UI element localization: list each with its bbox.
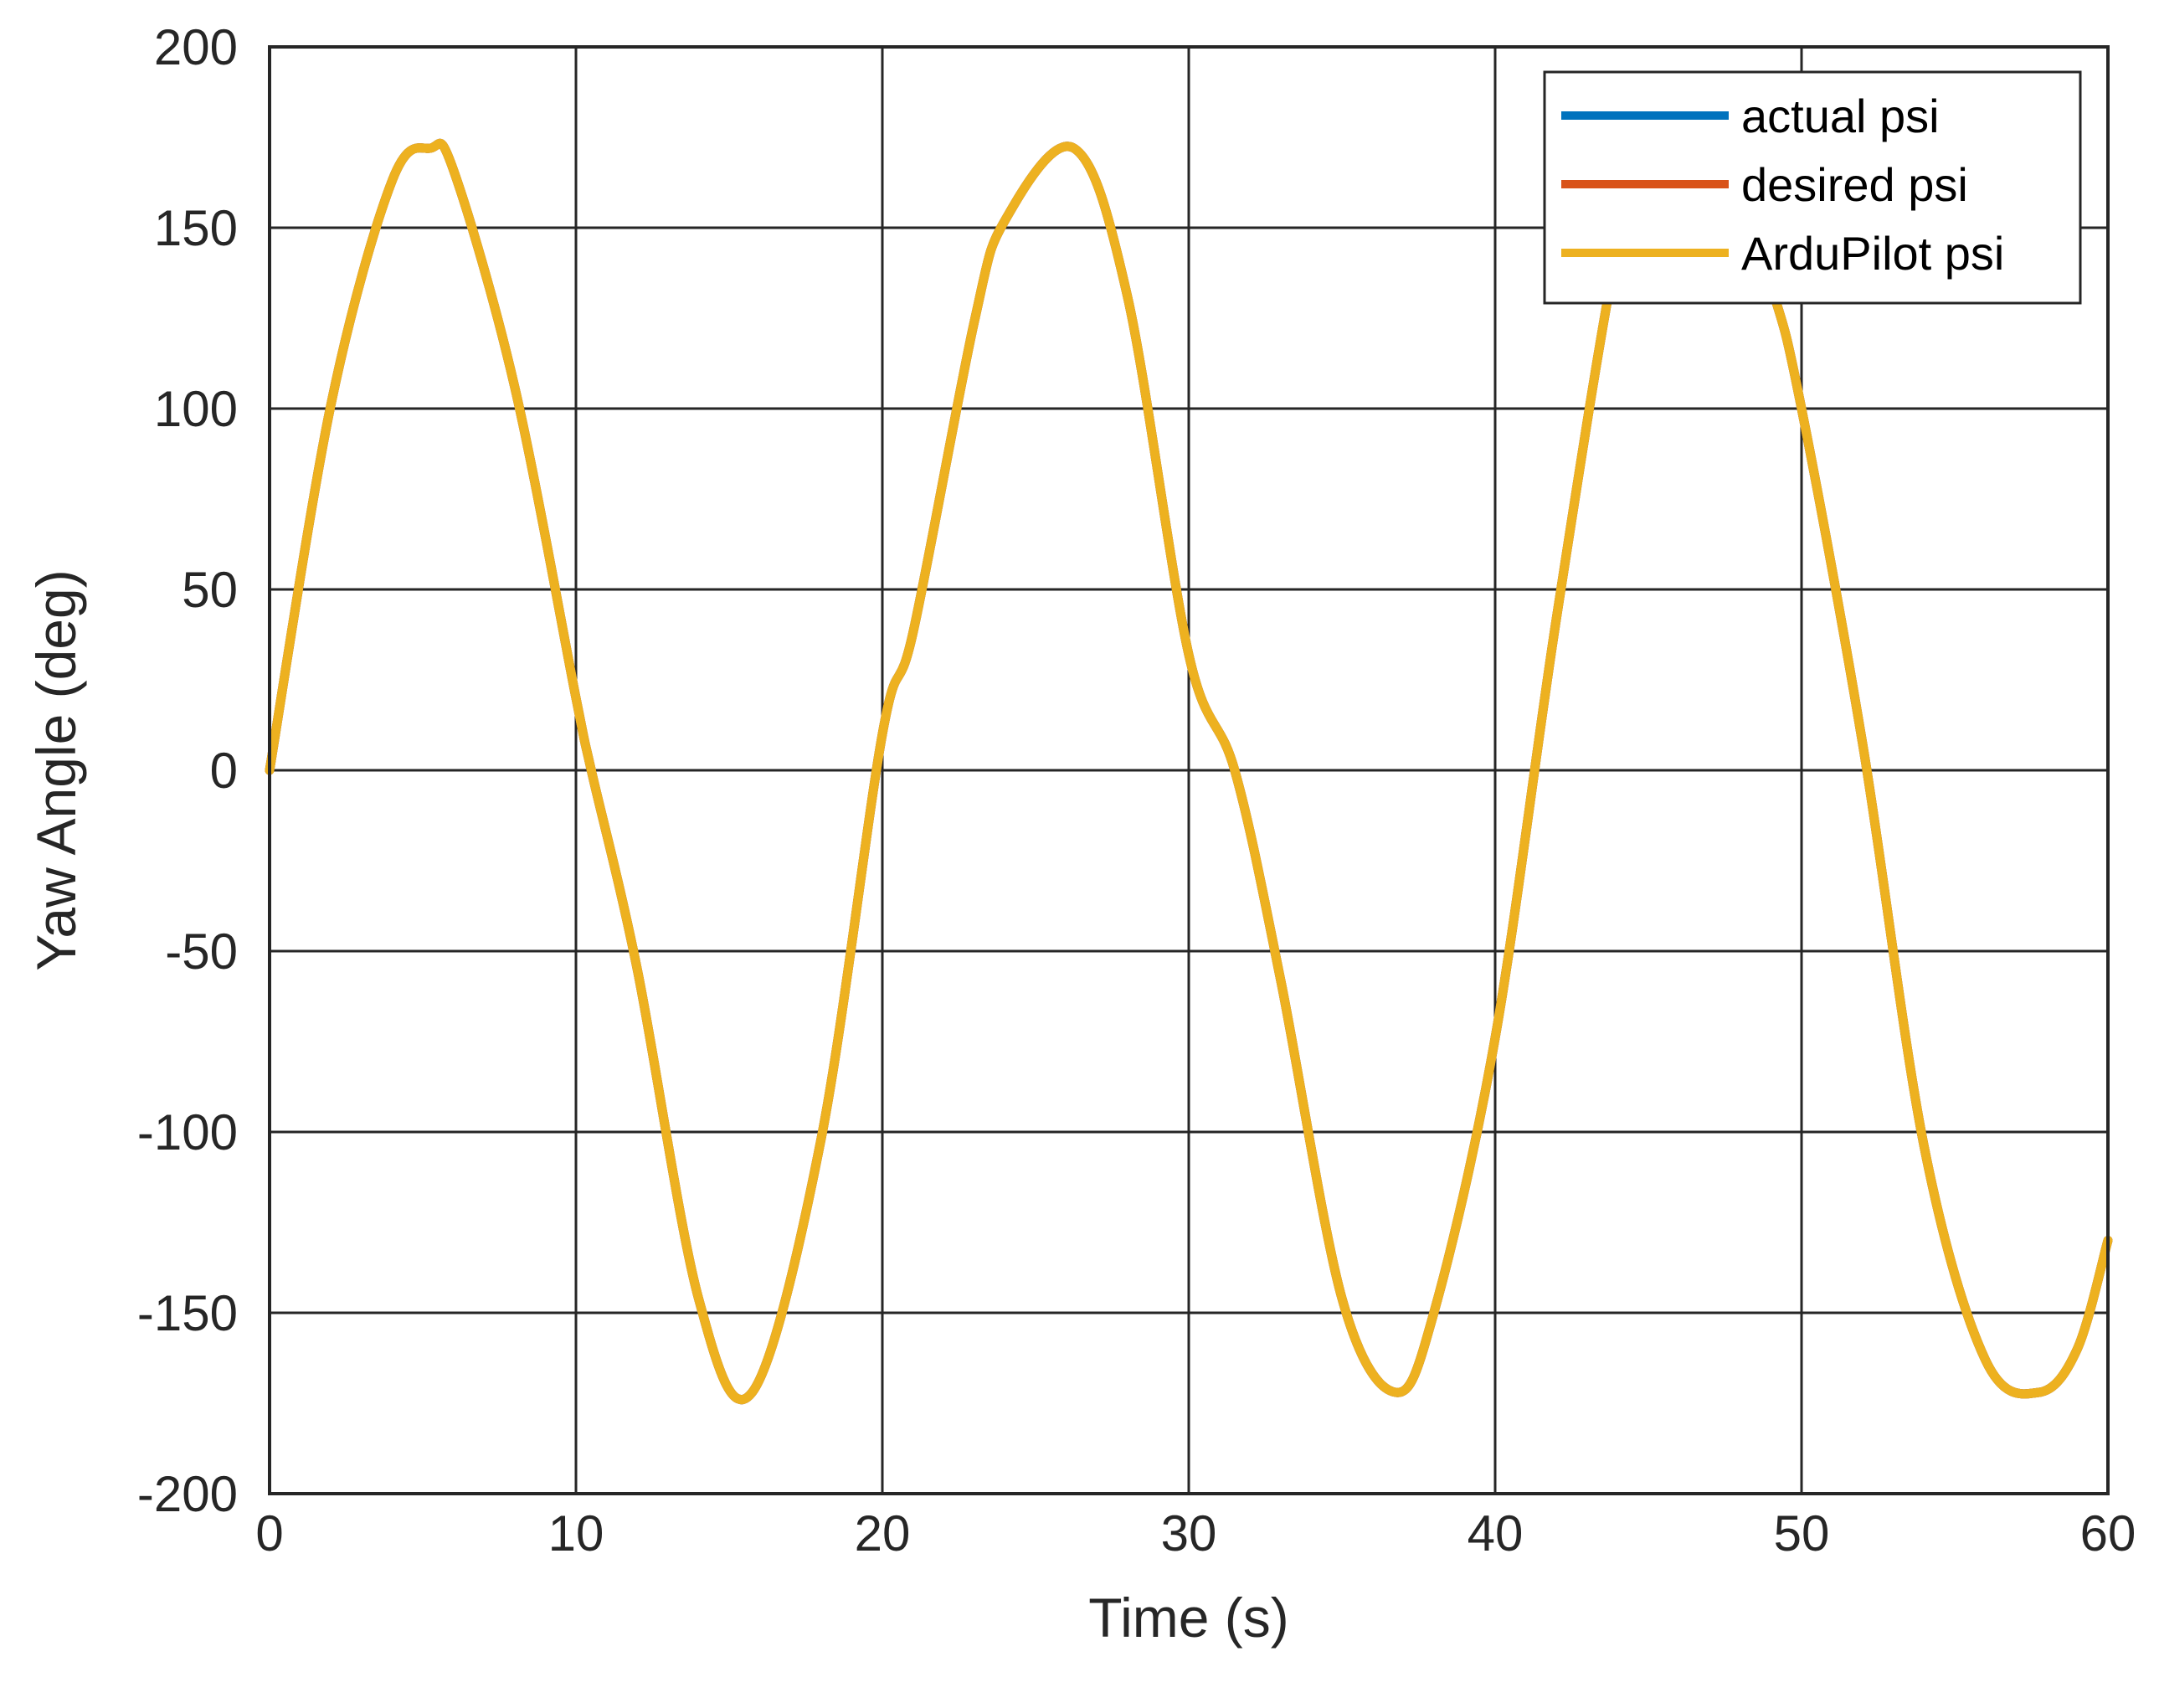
- y-tick-label: 50: [182, 562, 238, 618]
- plot-frame-border: [268, 45, 2110, 1495]
- y-tick-label: -150: [137, 1285, 238, 1341]
- x-tick-label: 10: [548, 1505, 604, 1561]
- y-tick-label: -200: [137, 1466, 238, 1522]
- y-tick-label: 150: [154, 200, 238, 256]
- legend-label-desired-psi: desired psi: [1741, 158, 1968, 211]
- y-tick-label: -100: [137, 1104, 238, 1160]
- legend: actual psi desired psi ArduPilot psi: [1543, 70, 2082, 305]
- legend-label-ardupilot-psi: ArduPilot psi: [1741, 227, 2004, 280]
- y-tick-label: 100: [154, 381, 238, 437]
- x-tick-labels: 0 10 20 30 40 50 60: [255, 1505, 2136, 1561]
- x-tick-label: 20: [855, 1505, 911, 1561]
- legend-label-actual-psi: actual psi: [1741, 90, 1940, 142]
- y-tick-labels: -200 -150 -100 -50 0 50 100 150 200: [137, 19, 238, 1522]
- x-tick-label: 30: [1161, 1505, 1217, 1561]
- x-axis-title: Time (s): [1088, 1587, 1289, 1649]
- y-tick-label: -50: [165, 923, 238, 980]
- y-tick-label: 0: [210, 743, 238, 799]
- y-tick-label: 200: [154, 19, 238, 75]
- series-line-ardupilot-psi: [265, 136, 2113, 1404]
- x-tick-label: 60: [2080, 1505, 2136, 1561]
- x-tick-label: 40: [1468, 1505, 1524, 1561]
- series-lines: [265, 136, 2113, 1404]
- x-tick-label: 0: [255, 1505, 283, 1561]
- x-tick-label: 50: [1774, 1505, 1830, 1561]
- y-axis-title: Yaw Angle (deg): [25, 569, 87, 970]
